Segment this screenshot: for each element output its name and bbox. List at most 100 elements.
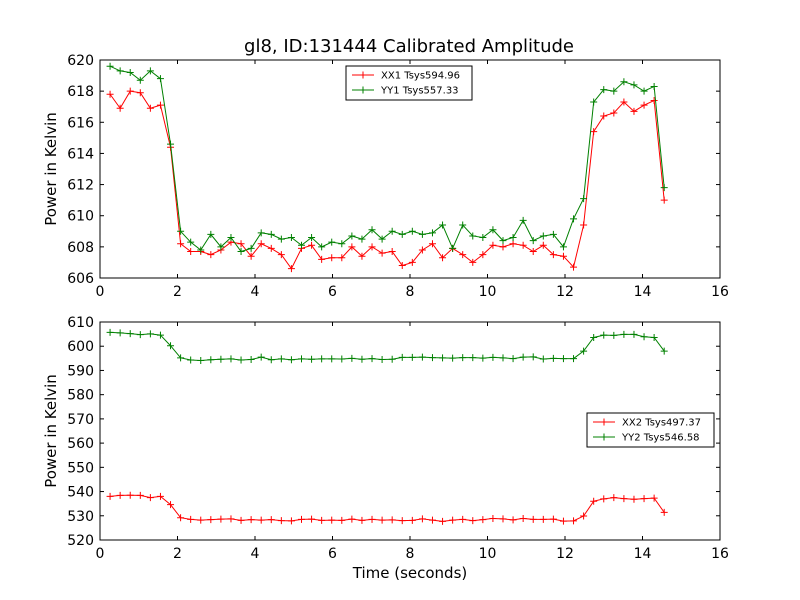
legend-yy1-marker [359, 86, 367, 94]
data-point [459, 251, 467, 259]
data-point [358, 355, 366, 363]
data-point [590, 128, 598, 136]
data-point [650, 494, 658, 502]
x-tick-label: 6 [328, 284, 337, 300]
top-legend-box [345, 65, 473, 101]
data-point [449, 354, 457, 362]
top-plot-ticks: 0 2 4 6 8 10 12 14 16 606 608 610 612 614 616 618 620 [67, 53, 729, 300]
data-point [428, 516, 436, 524]
data-point [620, 78, 628, 86]
data-point [106, 492, 114, 500]
x-tick-label: 2 [173, 284, 182, 300]
data-point [156, 331, 164, 339]
data-point [529, 248, 537, 256]
data-point [459, 354, 467, 362]
data-point [227, 515, 235, 523]
data-point [499, 515, 507, 523]
data-point [156, 492, 164, 500]
data-point [539, 515, 547, 523]
data-point [418, 246, 426, 254]
data-point [348, 515, 356, 523]
data-point [207, 356, 215, 364]
x-tick-label: 10 [479, 284, 497, 300]
data-point [388, 516, 396, 524]
top-legend: XX1 Tsys594.96 YY1 Tsys557.33 [345, 65, 473, 101]
data-point [559, 517, 567, 525]
data-point [197, 516, 205, 524]
legend-xx2-marker [600, 418, 608, 426]
data-point [126, 491, 134, 499]
y-tick-label: 616 [67, 115, 94, 131]
data-point [489, 241, 497, 249]
data-point [207, 516, 215, 524]
data-point [519, 216, 527, 224]
data-point [247, 244, 255, 252]
data-point [479, 354, 487, 362]
data-point [348, 232, 356, 240]
data-point [479, 234, 487, 242]
data-point [136, 331, 144, 339]
data-point [136, 76, 144, 84]
y-tick-label: 612 [67, 178, 94, 194]
data-point [489, 226, 497, 234]
y-tick-label: 530 [67, 509, 94, 525]
data-point [308, 234, 316, 242]
data-point [620, 330, 628, 338]
data-point [368, 243, 376, 251]
data-point [116, 104, 124, 112]
legend-yy2-marker [600, 433, 608, 441]
y-tick-label: 550 [67, 460, 94, 476]
data-point [287, 265, 295, 273]
x-tick-label: 16 [711, 546, 729, 562]
data-point [519, 241, 527, 249]
data-point [469, 258, 477, 266]
data-point [167, 501, 175, 509]
data-point [459, 515, 467, 523]
data-point [600, 112, 608, 120]
data-point [308, 515, 316, 523]
y-tick-label: 560 [67, 436, 94, 452]
data-point [237, 516, 245, 524]
data-point [106, 90, 114, 98]
data-point [378, 516, 386, 524]
data-point [559, 252, 567, 260]
y-tick-label: 590 [67, 363, 94, 379]
data-point [650, 96, 658, 104]
data-point [126, 68, 134, 76]
data-point [187, 356, 195, 364]
data-point [600, 86, 608, 94]
data-point [116, 491, 124, 499]
data-point [126, 330, 134, 338]
legend-yy2-label: YY2 Tsys546.58 [621, 433, 700, 444]
data-point [660, 184, 668, 192]
data-point [126, 87, 134, 95]
y-tick-label: 606 [67, 271, 94, 287]
data-point [549, 515, 557, 523]
top-plot: 0 2 4 6 8 10 12 14 16 606 608 610 612 614 616 618 620 Po… [42, 53, 729, 300]
data-point [630, 81, 638, 89]
data-point [539, 232, 547, 240]
data-point [398, 262, 406, 270]
data-point [368, 515, 376, 523]
data-point [428, 229, 436, 237]
data-point [660, 347, 668, 355]
data-point [136, 491, 144, 499]
data-point [328, 516, 336, 524]
data-point [237, 248, 245, 256]
data-point [247, 356, 255, 364]
chart-title: gl8, ID:131444 Calibrated Amplitude [244, 36, 574, 57]
data-point [519, 353, 527, 361]
data-point [167, 140, 175, 148]
legend-xx1-label: XX1 Tsys594.96 [381, 71, 460, 82]
x-tick-label: 12 [556, 284, 574, 300]
data-point [469, 517, 477, 525]
data-point [318, 243, 326, 251]
data-point [539, 355, 547, 363]
data-point [328, 254, 336, 262]
data-point [529, 515, 537, 523]
data-point [449, 244, 457, 252]
data-point [368, 355, 376, 363]
data-point [610, 331, 618, 339]
data-point [559, 355, 567, 363]
data-point [428, 354, 436, 362]
